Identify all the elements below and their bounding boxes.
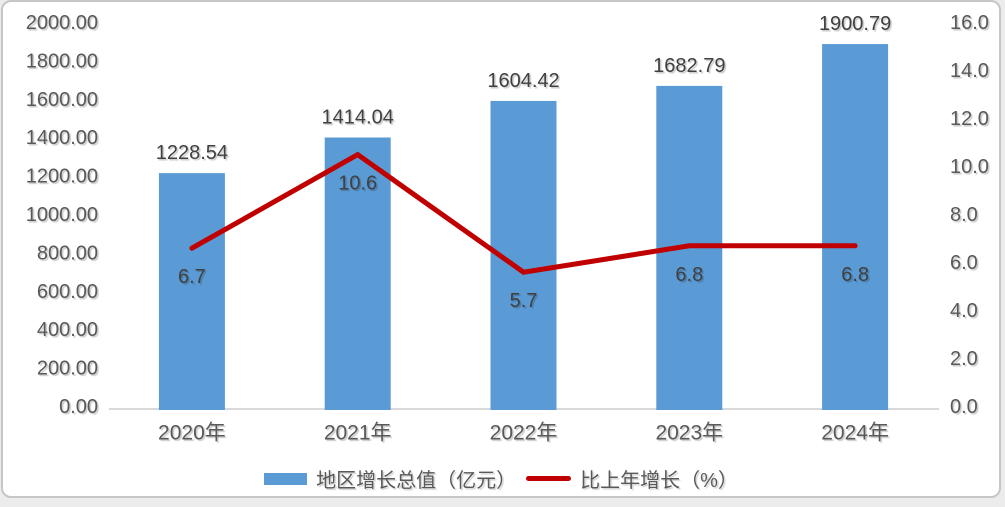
bar-value-labels: 1228.54 1414.04 1604.42 1682.79 1900.79 (156, 13, 891, 164)
legend-item-bar: 地区增长总值（亿元） (264, 464, 516, 493)
line-point-label: 5.7 (510, 290, 538, 312)
left-axis-tick-label: 800.00 (37, 242, 98, 264)
right-axis-tick-label: 10.0 (950, 156, 989, 178)
bar (822, 44, 889, 411)
legend-label-bar: 地区增长总值（亿元） (316, 470, 517, 492)
left-axis-tick-label: 1600.00 (26, 89, 98, 111)
right-axis-tick-label: 2.0 (950, 348, 978, 370)
right-axis-tick-label: 12.0 (950, 108, 989, 130)
right-axis-tick-label: 0.0 (950, 396, 978, 418)
left-axis-tick-label: 600.00 (37, 281, 98, 303)
bar-value-label: 1228.54 (156, 142, 228, 164)
bar-series-swatch-icon (264, 472, 308, 485)
x-axis-label: 2023年 (655, 422, 723, 445)
right-axis-tick-label: 16.0 (950, 12, 989, 34)
line-series (189, 151, 858, 275)
line-point-labels: 6.7 10.6 5.7 6.8 6.8 (178, 173, 869, 313)
right-axis-tick-label: 4.0 (950, 300, 978, 322)
x-axis-label: 2024年 (821, 422, 889, 445)
legend-label-line: 比上年增长（%） (580, 470, 738, 492)
right-axis-tick-label: 8.0 (950, 204, 978, 226)
line-point-label: 6.8 (841, 264, 869, 286)
right-axis-tick-label: 14.0 (950, 60, 989, 82)
chart-card: 0.00 200.00 400.00 600.00 800.00 1000.00 1200.… (1, 0, 1001, 498)
bar-value-label: 1414.04 (322, 107, 394, 129)
left-axis-tick-label: 400.00 (37, 319, 98, 341)
growth-line (189, 151, 858, 275)
line-series-swatch-icon (526, 476, 572, 481)
x-axis-labels: 2020年 2021年 2022年 2023年 2024年 (158, 422, 889, 445)
line-point-label: 10.6 (338, 173, 377, 195)
bar (158, 173, 225, 410)
left-axis-tick-label: 1200.00 (26, 166, 98, 188)
bar-series (158, 44, 889, 411)
line-point-label: 6.7 (178, 266, 206, 288)
left-axis-tick-label: 1000.00 (26, 204, 98, 226)
left-axis-tick-label: 0.00 (59, 396, 98, 418)
chart-svg: 0.00 200.00 400.00 600.00 800.00 1000.00 1200.… (26, 12, 989, 445)
left-axis-tick-label: 2000.00 (26, 12, 98, 34)
x-axis-label: 2022年 (490, 422, 558, 445)
line-point-label: 6.8 (675, 264, 703, 286)
left-axis-ticks: 0.00 200.00 400.00 600.00 800.00 1000.00 1200.… (26, 12, 98, 418)
legend-item-line: 比上年增长（%） (526, 464, 738, 493)
x-axis-label: 2021年 (324, 422, 392, 445)
bar-value-label: 1682.79 (653, 55, 725, 77)
left-axis-tick-label: 200.00 (37, 358, 98, 380)
bar-value-label: 1604.42 (487, 70, 559, 92)
bar-value-label: 1900.79 (819, 13, 891, 35)
left-axis-tick-label: 1400.00 (26, 127, 98, 149)
bar (324, 137, 391, 410)
left-axis-tick-label: 1800.00 (26, 50, 98, 72)
x-axis-label: 2020年 (158, 422, 226, 445)
right-axis-tick-label: 6.0 (950, 252, 978, 274)
right-axis-ticks: 0.0 2.0 4.0 6.0 8.0 10.0 12.0 14.0 16.0 (950, 12, 989, 418)
legend: 地区增长总值（亿元） 比上年增长（%） (3, 464, 999, 493)
